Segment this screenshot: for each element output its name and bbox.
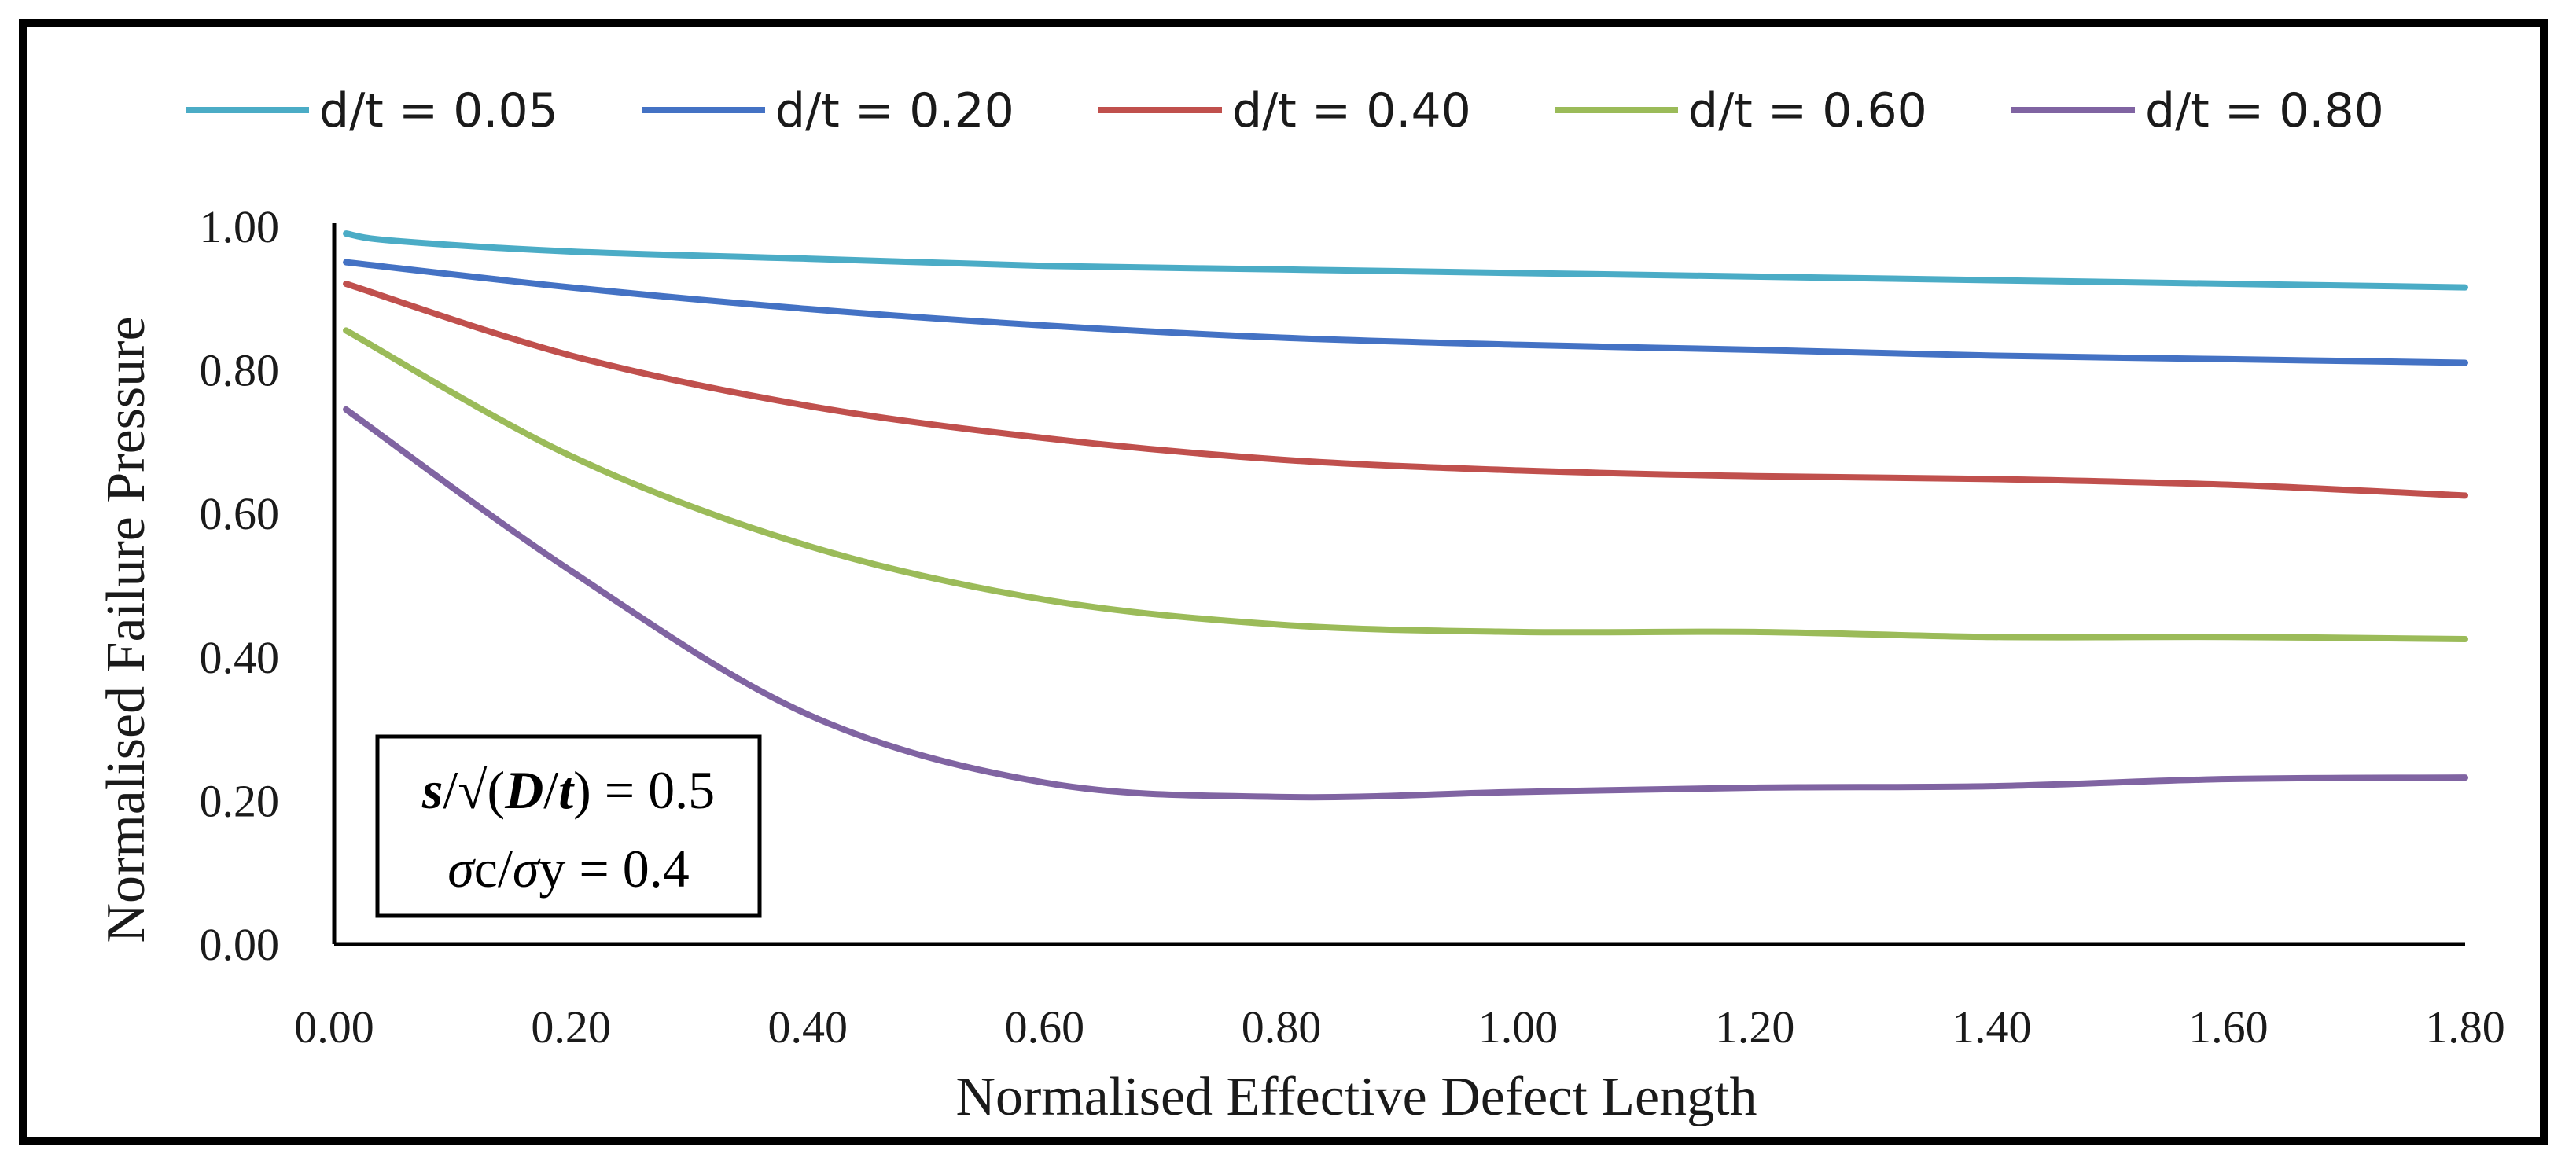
legend-label: d/t = 0.40 [1232,83,1471,138]
legend-label: d/t = 0.05 [319,83,558,138]
annotation-sigma-y: σ [513,839,541,899]
y-tick-label: 0.00 [200,919,280,970]
y-axis-ticks: 0.00 0.20 0.40 0.60 0.80 1.00 [200,201,280,970]
annotation-sep: / [543,760,558,820]
x-tick-label: 0.40 [767,1001,848,1053]
x-tick-label: 0.00 [294,1001,374,1053]
series-line [343,406,2468,801]
x-tick-label: 1.40 [1952,1001,2032,1053]
y-axis-title: Normalised Failure Pressure [96,316,156,943]
annotation-sqrt: /√( [443,760,505,820]
annotation-close: ) [573,760,591,820]
annotation-c: c/ [474,839,513,899]
x-tick-label: 0.20 [531,1001,611,1053]
annotation-y: y [539,839,565,899]
legend: d/t = 0.05 d/t = 0.20 d/t = 0.40 d/t = 0.60… [186,83,2384,138]
x-tick-label: 0.60 [1005,1001,1085,1053]
x-axis-title: Normalised Effective Defect Length [955,1067,1757,1127]
axes [332,223,2465,946]
annotation-value-2: = 0.4 [565,839,689,899]
y-tick-label: 0.80 [200,345,280,396]
annotation-value-1: = 0.5 [591,760,715,820]
annotation-line-2: σc/σy = 0.4 [447,839,690,899]
series-line [343,327,2468,642]
x-tick-label: 1.60 [2188,1001,2269,1053]
x-tick-label: 1.80 [2425,1001,2505,1053]
annotation-sigma-c: σ [447,839,476,899]
annotation-line-1: s/√(D/t) = 0.5 [421,760,715,820]
x-tick-label: 1.00 [1478,1001,1558,1053]
y-tick-label: 0.40 [200,632,280,683]
y-tick-label: 0.20 [200,775,280,826]
annotation-box [375,734,762,918]
annotation-t: t [558,760,575,820]
x-tick-label: 1.20 [1715,1001,1795,1053]
parameter-annotation: s/√(D/t) = 0.5 σc/σy = 0.4 [375,734,762,918]
chart-frame [19,19,2548,1145]
series-layer [343,230,2468,801]
annotation-s: s [421,760,443,820]
x-axis-ticks: 0.00 0.20 0.40 0.60 0.80 1.00 1.20 1.40 1.60 1.80 [294,1001,2505,1053]
legend-label: d/t = 0.60 [1688,83,1927,138]
series-line [343,230,2468,291]
series-line [343,259,2468,366]
legend-label: d/t = 0.80 [2145,83,2384,138]
annotation-D: D [504,760,543,820]
series-line [343,281,2468,499]
y-tick-label: 1.00 [200,201,280,252]
y-tick-label: 0.60 [200,488,280,539]
legend-label: d/t = 0.20 [775,83,1014,138]
x-tick-label: 0.80 [1242,1001,1322,1053]
